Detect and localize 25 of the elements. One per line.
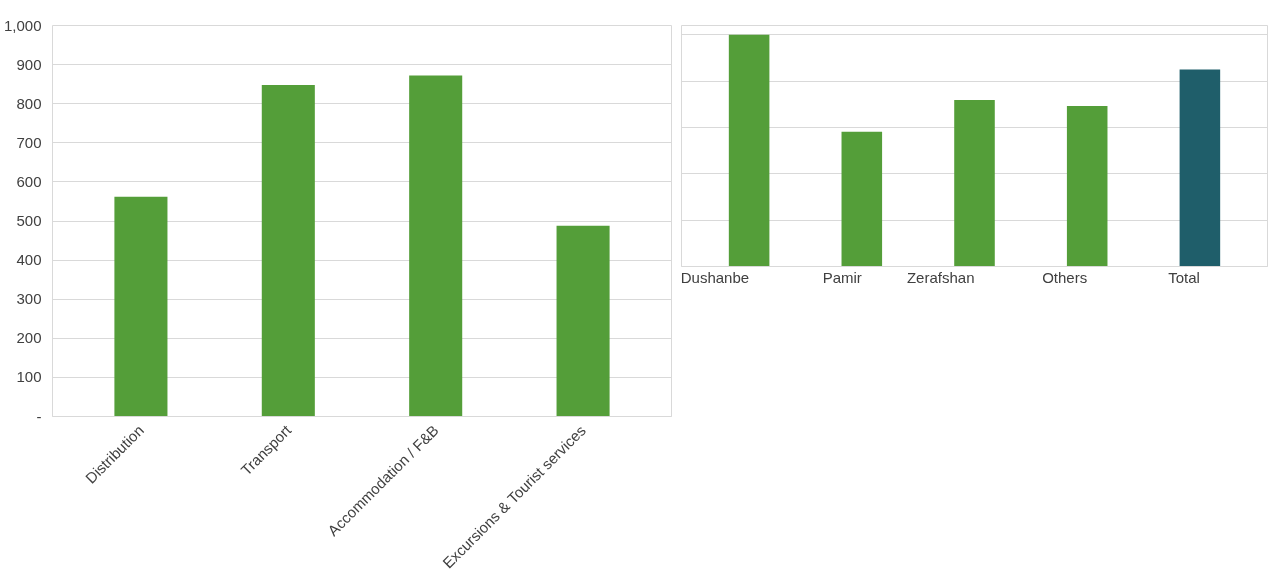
y-tick-label: 1,000 <box>3 16 42 34</box>
bar <box>954 100 995 267</box>
bar <box>409 75 463 417</box>
bar <box>556 225 610 417</box>
bar <box>841 131 883 267</box>
x-tick-label: Zerafshan <box>906 269 975 286</box>
x-tick-label: Pamir <box>822 269 862 286</box>
bar <box>1066 105 1108 267</box>
y-tick-label: - <box>36 407 42 425</box>
y-tick-label: 200 <box>16 329 42 347</box>
x-tick-label: Others <box>1042 269 1088 286</box>
y-tick-label: 300 <box>16 290 42 308</box>
y-tick-label: 500 <box>16 212 42 229</box>
x-tick-label: Total <box>1168 269 1200 286</box>
y-tick-label: 900 <box>16 55 42 73</box>
y-tick-label: 100 <box>16 368 42 386</box>
bar <box>114 196 168 417</box>
bar <box>1179 69 1221 267</box>
y-tick-label: 800 <box>16 94 42 112</box>
bar <box>728 34 770 267</box>
y-tick-label: 700 <box>16 133 42 151</box>
y-tick-label: 400 <box>16 251 42 269</box>
y-tick-label: 600 <box>16 172 42 190</box>
x-tick-label: Dushanbe <box>680 269 750 286</box>
bar <box>261 84 315 417</box>
